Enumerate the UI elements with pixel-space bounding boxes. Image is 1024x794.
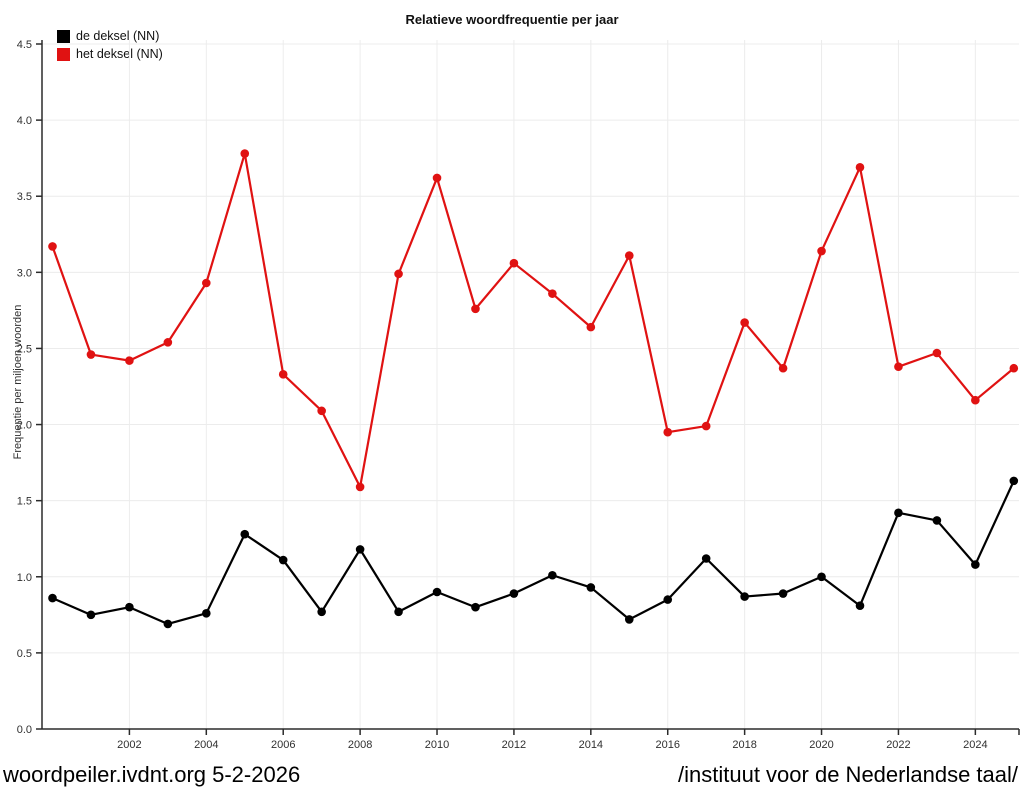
data-point[interactable] — [971, 560, 980, 569]
legend-label-het-deksel: het deksel (NN) — [76, 47, 163, 61]
chart-title: Relatieve woordfrequentie per jaar — [405, 12, 619, 27]
x-tick-label: 2020 — [809, 739, 833, 751]
series-line — [51, 152, 1015, 489]
data-point[interactable] — [48, 242, 57, 251]
data-point[interactable] — [740, 318, 749, 327]
data-point[interactable] — [663, 595, 673, 604]
data-point[interactable] — [278, 370, 288, 379]
data-point[interactable] — [932, 348, 942, 358]
y-tick-label: 2.0 — [17, 420, 32, 432]
data-point[interactable] — [1009, 476, 1019, 486]
legend-item-de-deksel: de deksel (NN) — [57, 27, 163, 45]
data-point[interactable] — [355, 482, 365, 492]
data-point[interactable] — [125, 602, 134, 612]
x-tick-label: 2014 — [579, 739, 603, 751]
data-point[interactable] — [317, 406, 326, 416]
data-point[interactable] — [509, 589, 519, 598]
y-tick-label: 0.0 — [17, 724, 32, 736]
x-tick-label: 2016 — [655, 739, 679, 751]
legend-swatch-het-deksel — [57, 47, 70, 61]
data-point[interactable] — [48, 593, 57, 603]
data-point[interactable] — [432, 173, 442, 183]
data-point[interactable] — [663, 427, 673, 437]
data-point[interactable] — [971, 395, 980, 405]
x-tick-label: 2024 — [963, 739, 987, 751]
footer-source-date: woordpeiler.ivdnt.org 5-2-2026 — [3, 762, 301, 787]
data-point[interactable] — [932, 516, 942, 525]
data-point[interactable] — [701, 554, 711, 563]
data-point[interactable] — [125, 356, 134, 365]
data-point[interactable] — [163, 619, 173, 629]
y-tick-label: 1.5 — [17, 496, 32, 508]
data-point[interactable] — [548, 570, 557, 580]
data-point[interactable] — [240, 529, 250, 539]
data-point[interactable] — [317, 607, 326, 617]
data-point[interactable] — [432, 587, 442, 597]
legend-item-het-deksel: het deksel (NN) — [57, 45, 163, 63]
series-line — [52, 480, 1015, 626]
legend-swatch-de-deksel — [57, 29, 70, 43]
data-point[interactable] — [86, 350, 96, 359]
data-point[interactable] — [240, 149, 250, 158]
data-point[interactable] — [817, 246, 826, 256]
data-point[interactable] — [163, 338, 173, 347]
x-tick-label: 2004 — [194, 739, 218, 751]
y-tick-label: 4.5 — [17, 39, 32, 51]
data-point[interactable] — [778, 363, 788, 373]
data-point[interactable] — [394, 607, 403, 617]
data-point[interactable] — [509, 258, 519, 268]
x-tick-label: 2018 — [732, 739, 756, 751]
data-point[interactable] — [855, 163, 865, 172]
data-point[interactable] — [894, 362, 903, 372]
data-point[interactable] — [548, 289, 557, 298]
data-point[interactable] — [624, 251, 634, 260]
data-point[interactable] — [471, 602, 480, 612]
x-tick-label: 2012 — [502, 739, 526, 751]
data-point[interactable] — [471, 304, 480, 314]
data-point[interactable] — [355, 545, 365, 554]
data-point[interactable] — [701, 421, 711, 431]
y-tick-label: 1.0 — [17, 572, 32, 584]
legend: de deksel (NN) het deksel (NN) — [57, 27, 163, 63]
footer-institute: /instituut voor de Nederlandse taal/ — [678, 762, 1018, 787]
data-point[interactable] — [202, 609, 211, 618]
data-point[interactable] — [817, 572, 826, 582]
data-point[interactable] — [1009, 363, 1019, 373]
data-point[interactable] — [778, 589, 788, 598]
data-point[interactable] — [624, 615, 634, 624]
data-point[interactable] — [202, 278, 211, 288]
x-tick-label: 2010 — [425, 739, 449, 751]
data-point[interactable] — [278, 555, 288, 565]
x-tick-label: 2022 — [886, 739, 910, 751]
y-tick-label: 0.5 — [17, 648, 32, 660]
x-tick-label: 2006 — [271, 739, 295, 751]
legend-label-de-deksel: de deksel (NN) — [76, 29, 160, 43]
y-tick-label: 2.5 — [17, 343, 32, 355]
data-point[interactable] — [86, 610, 96, 620]
data-point[interactable] — [394, 269, 403, 279]
y-tick-label: 3.0 — [17, 267, 32, 279]
data-point[interactable] — [586, 583, 596, 592]
y-tick-label: 3.5 — [17, 191, 32, 203]
data-point[interactable] — [586, 322, 596, 332]
x-tick-label: 2008 — [348, 739, 372, 751]
data-point[interactable] — [855, 601, 865, 610]
y-tick-label: 4.0 — [17, 115, 32, 127]
data-point[interactable] — [894, 508, 903, 518]
line-chart: 0.0 0.5 1.0 1.5 2.0 2.5 3.0 3.5 4.0 4.5 2002 2004 20… — [17, 39, 1020, 751]
x-tick-label: 2002 — [117, 739, 141, 751]
data-point[interactable] — [740, 592, 749, 601]
